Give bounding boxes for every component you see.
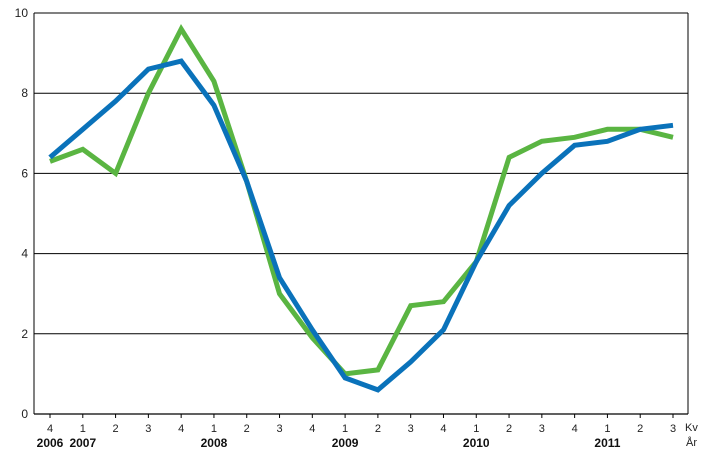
x-tick-label-year: 2006 [37, 436, 64, 450]
series-line-blue [48, 58, 674, 393]
series-lines [48, 23, 674, 393]
x-tick-label-quarter: 3 [670, 423, 676, 435]
x-tick-label-quarter: 4 [47, 423, 53, 435]
series-line-green [49, 23, 674, 377]
y-axis: 0 2 4 6 8 10 [15, 6, 29, 421]
x-tick-label-quarter: 3 [276, 423, 282, 435]
x-axis-label-year: År [686, 436, 697, 449]
x-tick-label-quarter: 3 [145, 423, 151, 435]
x-tick-label-quarter: 3 [539, 423, 545, 435]
x-tick-label-quarter: 3 [408, 423, 414, 435]
x-tick-label-quarter: 1 [473, 423, 479, 435]
x-tick-label-quarter: 2 [113, 423, 119, 435]
x-tick-label-quarter: 4 [572, 423, 578, 435]
x-tick-label-year: 2009 [332, 436, 359, 450]
x-axis: 4 1 2 3 4 1 2 3 4 1 2 3 4 1 2 3 4 1 2 3 2006 2007 2008 2009 2010… [37, 414, 676, 450]
x-tick-label-quarter: 1 [80, 423, 86, 435]
x-tick-label-quarter: 2 [375, 423, 381, 435]
x-tick-label-quarter: 2 [244, 423, 250, 435]
x-tick-label-quarter: 4 [309, 423, 315, 435]
x-tick-label-year: 2008 [201, 436, 228, 450]
x-tick-label-quarter: 1 [342, 423, 348, 435]
x-tick-label-year: 2010 [463, 436, 490, 450]
y-tick-label: 6 [21, 166, 28, 180]
y-tick-label: 0 [21, 407, 28, 421]
y-tick-label: 8 [21, 86, 28, 100]
y-tick-label: 4 [21, 247, 28, 261]
gridlines [33, 12, 689, 415]
x-tick-label-quarter: 1 [211, 423, 217, 435]
y-tick-label: 10 [15, 6, 29, 20]
x-tick-label-quarter: 2 [506, 423, 512, 435]
x-tick-label-quarter: 4 [440, 423, 446, 435]
x-tick-label-quarter: 2 [637, 423, 643, 435]
x-tick-label-year: 2007 [69, 436, 96, 450]
x-axis-label-quarter: Kv [685, 422, 698, 434]
y-tick-label: 2 [21, 327, 28, 341]
x-tick-label-year: 2011 [594, 436, 620, 450]
x-tick-label-quarter: 4 [178, 423, 184, 435]
x-tick-label-quarter: 1 [604, 423, 610, 435]
